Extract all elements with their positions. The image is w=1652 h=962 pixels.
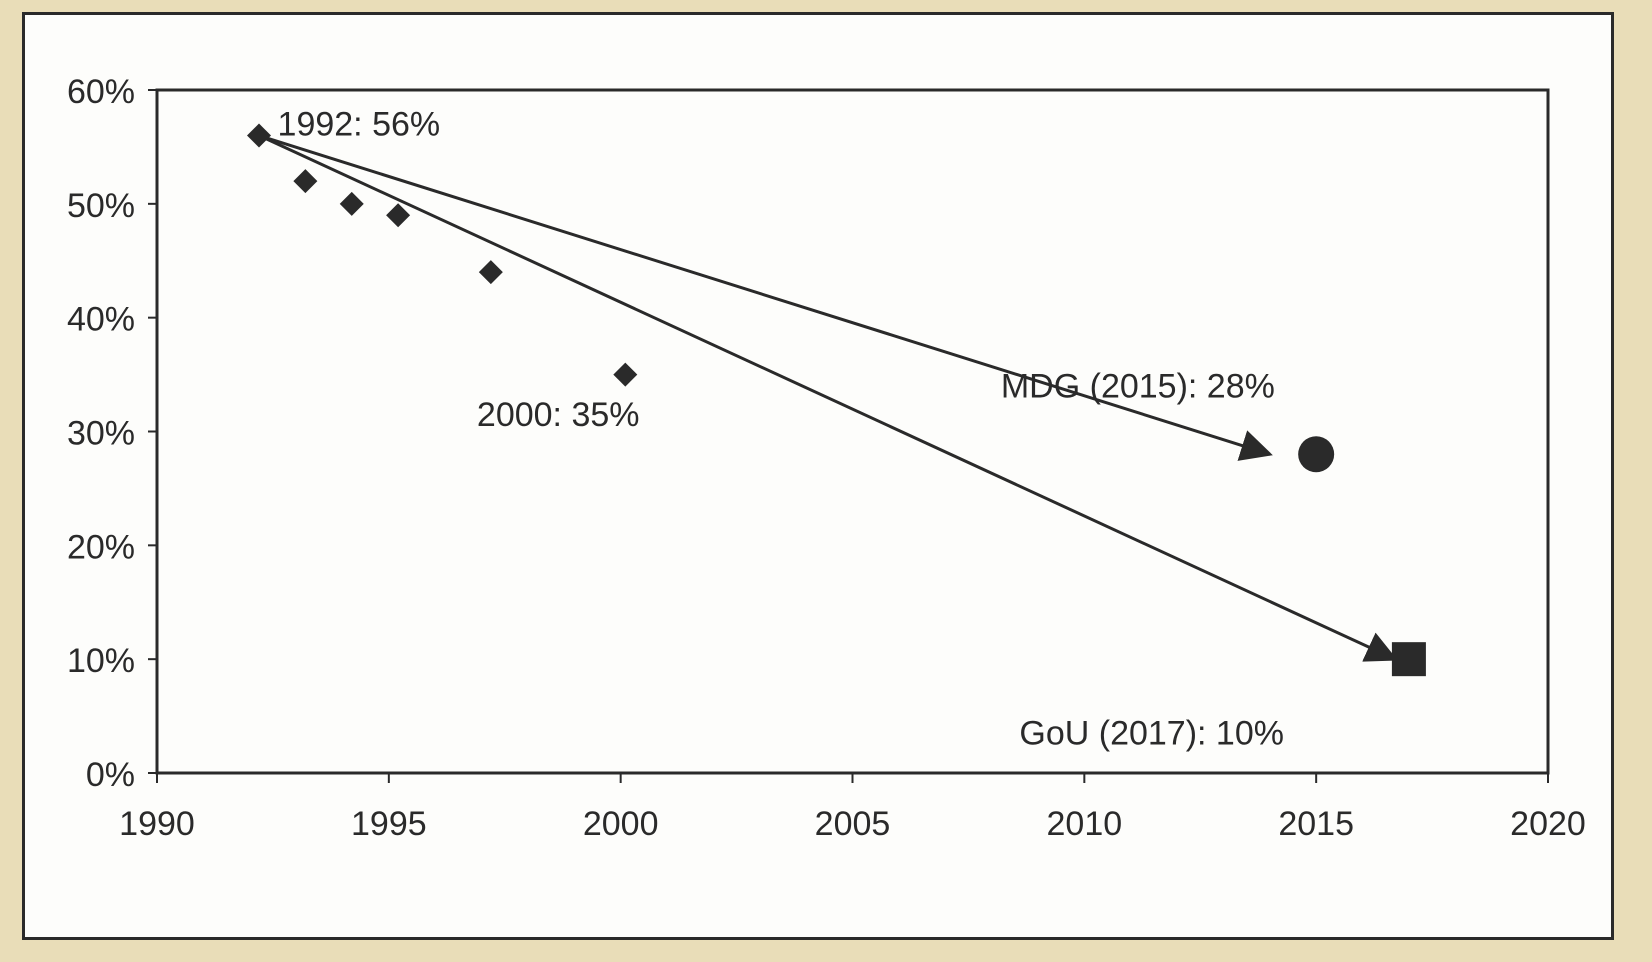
annotation-label: MDG (2015): 28% (1001, 367, 1275, 405)
diamond-point (386, 203, 411, 228)
y-tick-label: 10% (67, 642, 135, 680)
annotation-label: GoU (2017): 10% (1019, 715, 1284, 753)
diamond-point (613, 362, 638, 387)
diamond-point (339, 191, 364, 216)
x-tick-label: 2005 (815, 805, 891, 843)
x-tick-label: 1995 (351, 805, 427, 843)
y-tick-label: 20% (67, 528, 135, 566)
chart-frame (22, 12, 1614, 940)
x-tick-label: 2015 (1278, 805, 1354, 843)
annotation-label: 2000: 35% (477, 396, 640, 434)
diamond-point (247, 123, 272, 148)
circle-point (1298, 436, 1335, 473)
diamond-point (478, 260, 503, 285)
y-tick-label: 50% (67, 187, 135, 225)
x-tick-label: 2020 (1510, 805, 1586, 843)
annotation-label: 1992: 56% (278, 106, 441, 144)
y-tick-label: 30% (67, 415, 135, 453)
y-tick-label: 60% (67, 73, 135, 111)
plot-area (155, 88, 1550, 775)
trend-arrow (258, 134, 1398, 662)
y-tick-label: 40% (67, 301, 135, 339)
x-tick-label: 2010 (1047, 805, 1123, 843)
trend-arrow (258, 134, 1273, 461)
square-point (1391, 642, 1426, 677)
x-tick-label: 1990 (119, 805, 195, 843)
y-tick-label: 0% (86, 756, 135, 794)
diamond-point (293, 169, 318, 194)
x-tick-label: 2000 (583, 805, 659, 843)
